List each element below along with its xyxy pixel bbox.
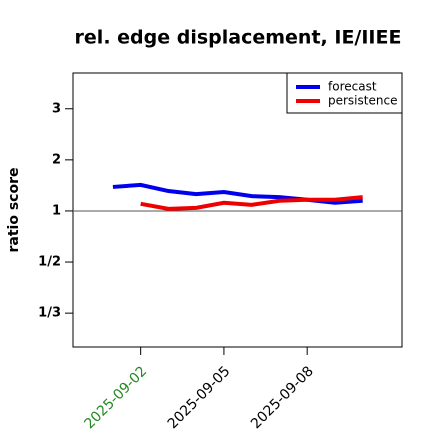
y-tick-label: 1 <box>52 203 61 218</box>
x-tick-label: 2025-09-05 <box>165 363 234 432</box>
y-tick-label: 1/2 <box>38 255 61 270</box>
legend-label: forecast <box>328 80 377 94</box>
line-series <box>140 195 363 211</box>
y-tick-label: 2 <box>52 152 61 167</box>
y-axis-label: ratio score <box>6 168 22 253</box>
plot-frame <box>72 72 403 348</box>
legend-label: persistence <box>328 94 397 108</box>
chart-title: rel. edge displacement, IE/IIEE <box>75 27 402 49</box>
y-tick-label: 3 <box>52 101 61 116</box>
y-tick-label: 1/3 <box>38 306 61 321</box>
x-tick-label: 2025-09-08 <box>248 363 317 432</box>
x-tick-label: 2025-09-02 <box>81 363 150 432</box>
legend-box <box>286 72 403 114</box>
